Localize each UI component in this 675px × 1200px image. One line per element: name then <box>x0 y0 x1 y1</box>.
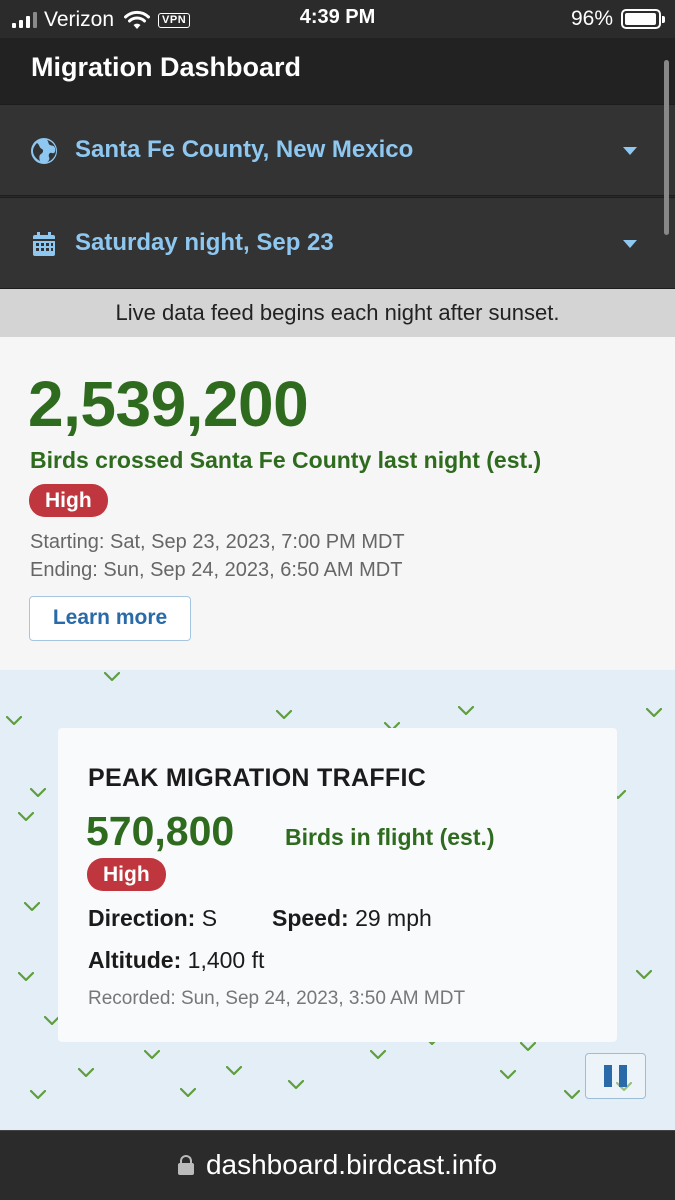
cellular-signal-icon <box>12 12 37 28</box>
bird-marker-icon <box>646 708 662 717</box>
live-feed-notice: Live data feed begins each night after s… <box>0 289 675 337</box>
bird-marker-icon <box>180 1088 196 1097</box>
status-bar: Verizon VPN 4:39 PM 96% <box>0 0 675 38</box>
location-select[interactable]: Santa Fe County, New Mexico <box>0 104 675 196</box>
altitude-value: 1,400 ft <box>187 947 265 973</box>
bird-marker-icon <box>30 788 46 797</box>
bird-marker-icon <box>78 1068 94 1077</box>
peak-bird-count: 570,800 <box>86 808 235 854</box>
date-select[interactable]: Saturday night, Sep 23 <box>0 197 675 289</box>
direction-stat: Direction: S <box>88 905 217 932</box>
bird-marker-icon <box>226 1066 242 1075</box>
direction-value: S <box>201 905 218 931</box>
bird-marker-icon <box>30 1090 46 1099</box>
bird-marker-icon <box>6 716 22 725</box>
clock: 4:39 PM <box>299 6 376 28</box>
bird-marker-icon <box>144 1050 160 1059</box>
peak-intensity-badge: High <box>87 858 166 891</box>
app-header: Migration Dashboard <box>0 38 675 104</box>
battery-percent: 96% <box>570 7 613 30</box>
bird-marker-icon <box>370 1050 386 1059</box>
bird-marker-icon <box>564 1090 580 1099</box>
speed-label: Speed: <box>272 905 349 931</box>
altitude-stat: Altitude: 1,400 ft <box>88 947 264 974</box>
peak-count-caption: Birds in flight (est.) <box>285 824 495 850</box>
bird-marker-icon <box>18 812 34 821</box>
bird-marker-icon <box>288 1080 304 1089</box>
chevron-down-icon <box>623 240 637 248</box>
lock-icon <box>177 1155 194 1175</box>
altitude-label: Altitude: <box>88 947 182 973</box>
peak-traffic-title: PEAK MIGRATION TRAFFIC <box>88 764 427 792</box>
page-title: Migration Dashboard <box>31 52 302 82</box>
learn-more-button[interactable]: Learn more <box>29 596 191 641</box>
bird-marker-icon <box>104 672 120 681</box>
migration-animation-map: PEAK MIGRATION TRAFFIC 570,800 Birds in … <box>0 670 675 1130</box>
globe-icon <box>31 138 57 164</box>
pause-icon <box>604 1065 612 1087</box>
nightly-bird-count: 2,539,200 <box>28 368 309 440</box>
speed-value: 29 mph <box>355 905 432 931</box>
bird-marker-icon <box>636 970 652 979</box>
bird-marker-icon <box>18 972 34 981</box>
carrier-name: Verizon <box>44 8 115 31</box>
bird-marker-icon <box>500 1070 516 1079</box>
battery-icon <box>621 9 665 29</box>
nightly-summary: 2,539,200 Birds crossed Santa Fe County … <box>0 337 675 670</box>
intensity-badge: High <box>29 484 108 517</box>
browser-url-bar[interactable]: dashboard.birdcast.info <box>0 1130 675 1200</box>
bird-marker-icon <box>276 710 292 719</box>
recorded-time: Recorded: Sun, Sep 24, 2023, 3:50 AM MDT <box>88 988 466 1009</box>
peak-traffic-card: PEAK MIGRATION TRAFFIC 570,800 Birds in … <box>58 728 617 1042</box>
bird-marker-icon <box>458 706 474 715</box>
speed-stat: Speed: 29 mph <box>272 905 432 932</box>
nightly-count-caption: Birds crossed Santa Fe County last night… <box>30 447 542 473</box>
scrollbar[interactable] <box>664 60 669 235</box>
start-time: Starting: Sat, Sep 23, 2023, 7:00 PM MDT <box>30 531 405 553</box>
vpn-badge: VPN <box>158 12 191 28</box>
bird-marker-icon <box>44 1016 60 1025</box>
wifi-icon <box>124 10 151 29</box>
end-time: Ending: Sun, Sep 24, 2023, 6:50 AM MDT <box>30 559 403 581</box>
calendar-icon <box>33 232 55 256</box>
pause-button[interactable] <box>585 1053 646 1099</box>
date-select-value: Saturday night, Sep 23 <box>75 229 334 256</box>
direction-label: Direction: <box>88 905 196 931</box>
bird-marker-icon <box>520 1042 536 1051</box>
chevron-down-icon <box>623 147 637 155</box>
url-text: dashboard.birdcast.info <box>205 1149 498 1180</box>
location-select-value: Santa Fe County, New Mexico <box>75 136 414 163</box>
bird-marker-icon <box>24 902 40 911</box>
